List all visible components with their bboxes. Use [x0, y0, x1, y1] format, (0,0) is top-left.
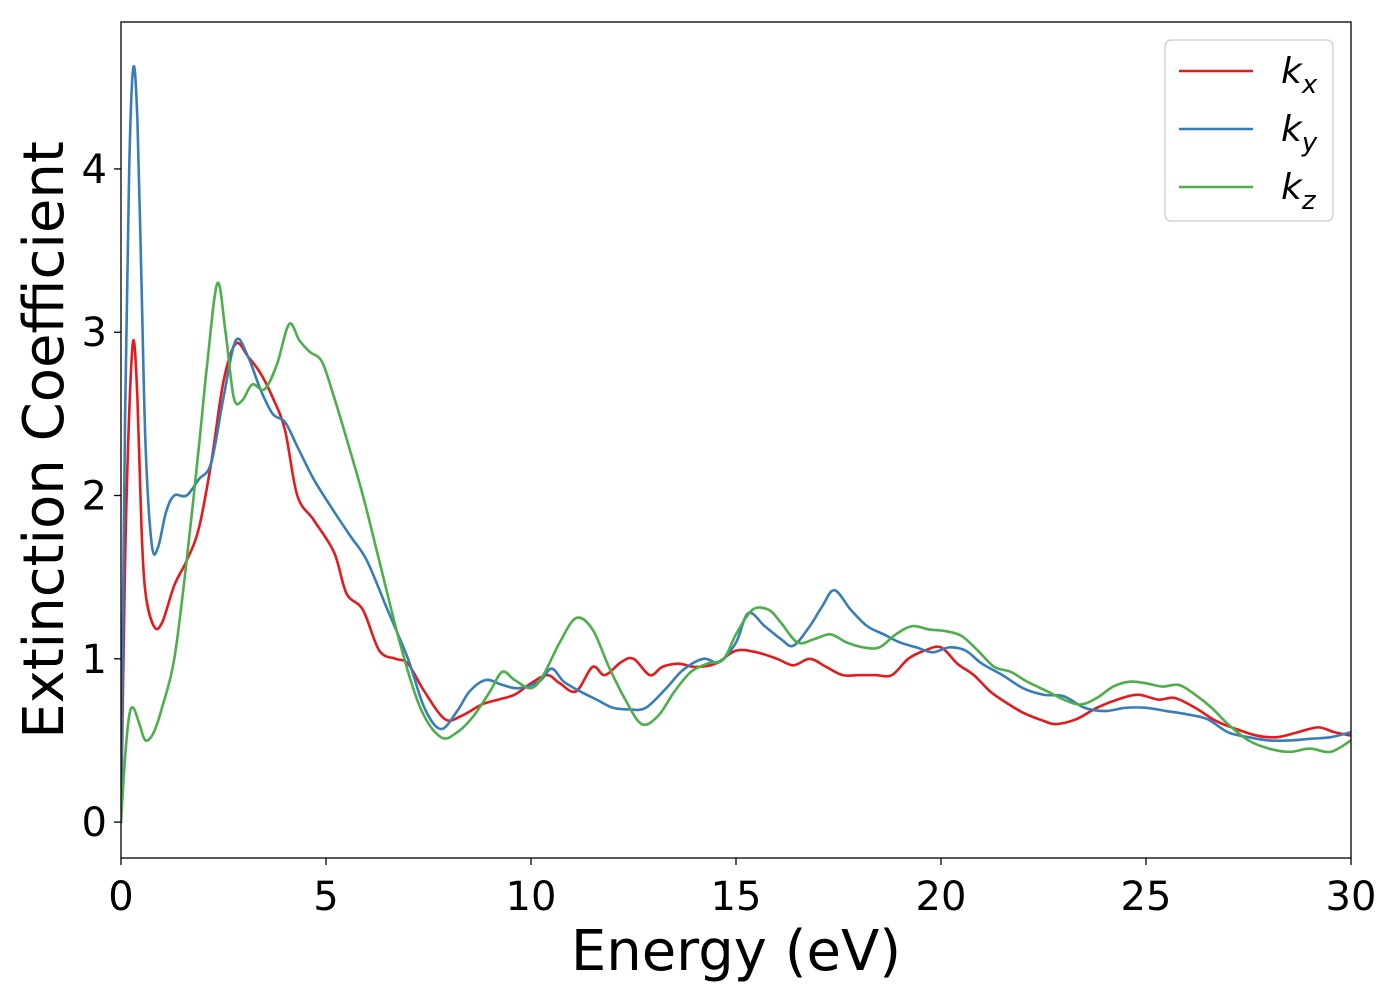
x-axis-ticks: 0 5 10 15 20 25 30	[108, 858, 1376, 920]
legend: kx ky kz	[1164, 39, 1334, 222]
x-tick-label: 25	[1121, 874, 1172, 920]
plot-lines	[121, 64, 1351, 824]
y-tick-label: 2	[82, 474, 107, 520]
legend-label-ky: ky	[1281, 109, 1318, 158]
y-tick-label: 1	[82, 637, 107, 683]
x-tick-label: 30	[1326, 874, 1377, 920]
legend-label-kx: kx	[1281, 51, 1318, 100]
x-tick-label: 20	[916, 874, 967, 920]
x-axis-label: Energy (eV)	[571, 919, 901, 984]
y-tick-label: 3	[82, 310, 107, 356]
series-line-kx	[121, 339, 1351, 824]
y-axis-ticks: 0 1 2 3 4	[82, 147, 121, 846]
series-line-kz	[121, 281, 1351, 824]
series-line-ky	[121, 64, 1351, 824]
y-tick-label: 0	[82, 800, 107, 846]
y-axis-label: Extinction Coefficient	[12, 141, 77, 739]
x-tick-label: 0	[108, 874, 133, 920]
x-tick-label: 10	[506, 874, 557, 920]
x-tick-label: 5	[313, 874, 338, 920]
legend-label-kz: kz	[1281, 167, 1317, 216]
y-tick-label: 4	[82, 147, 107, 193]
legend-box	[1164, 39, 1334, 222]
x-tick-label: 15	[711, 874, 762, 920]
